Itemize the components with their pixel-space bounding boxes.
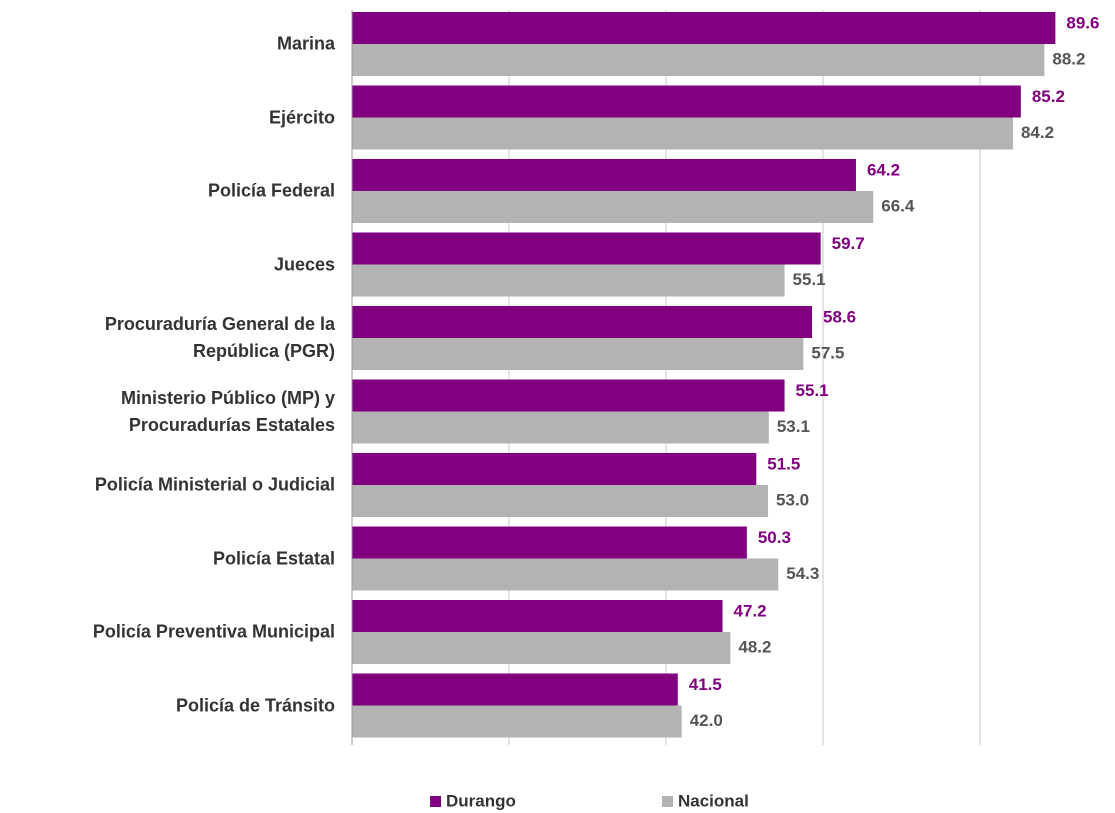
value-label: 55.1: [796, 381, 829, 400]
category-label: Policía Ministerial o Judicial: [94, 474, 335, 495]
value-label: 84.2: [1021, 123, 1054, 142]
category-label: Ministerio Público (MP) y Procuradurías …: [120, 387, 335, 435]
category-label: Policía Preventiva Municipal: [92, 621, 335, 642]
value-label: 42.0: [690, 711, 723, 730]
bar: [352, 485, 769, 517]
bar: [352, 159, 856, 191]
value-label: 64.2: [867, 160, 900, 179]
bar: [352, 232, 821, 265]
bar: [352, 117, 1013, 150]
category-label: Jueces: [273, 254, 335, 274]
value-label: 66.4: [881, 196, 915, 215]
value-label: 57.5: [811, 343, 844, 362]
value-label: 54.3: [786, 564, 819, 583]
value-label: 41.5: [689, 675, 722, 694]
value-label: 59.7: [832, 234, 865, 253]
bar: [352, 85, 1021, 118]
category-label: Ejército: [268, 107, 335, 127]
bar: [352, 264, 785, 297]
legend-label: Nacional: [678, 791, 749, 810]
bar: [352, 44, 1045, 76]
bar: [352, 705, 682, 738]
value-label: 53.0: [776, 490, 809, 509]
legend-swatch: [430, 796, 441, 807]
value-label: 85.2: [1032, 87, 1065, 106]
value-label: 55.1: [793, 270, 826, 289]
value-label: 50.3: [758, 528, 791, 547]
bar: [352, 411, 769, 444]
legend-swatch: [662, 796, 673, 807]
value-label: 89.6: [1066, 13, 1099, 32]
category-label: Policía Estatal: [212, 548, 335, 568]
bar: [352, 379, 785, 412]
bar: [352, 306, 813, 338]
category-label: Policía Federal: [207, 180, 335, 201]
bar: [352, 632, 731, 664]
bar: [352, 526, 747, 559]
bar: [352, 600, 723, 632]
bar: [352, 453, 757, 485]
value-label: 47.2: [734, 601, 767, 620]
bar: [352, 558, 779, 591]
value-label: 58.6: [823, 307, 856, 326]
bar: [352, 12, 1056, 44]
value-label: 88.2: [1052, 49, 1085, 68]
bar: [352, 338, 804, 370]
legend-label: Durango: [446, 791, 516, 810]
value-label: 53.1: [777, 417, 810, 436]
value-label: 48.2: [738, 637, 771, 656]
category-label: Policía de Tránsito: [175, 695, 335, 715]
bar: [352, 673, 678, 706]
category-label: Procuraduría General de la República (PG…: [104, 314, 335, 361]
category-label: Marina: [276, 33, 335, 54]
bar: [352, 191, 874, 223]
value-label: 51.5: [767, 454, 800, 473]
